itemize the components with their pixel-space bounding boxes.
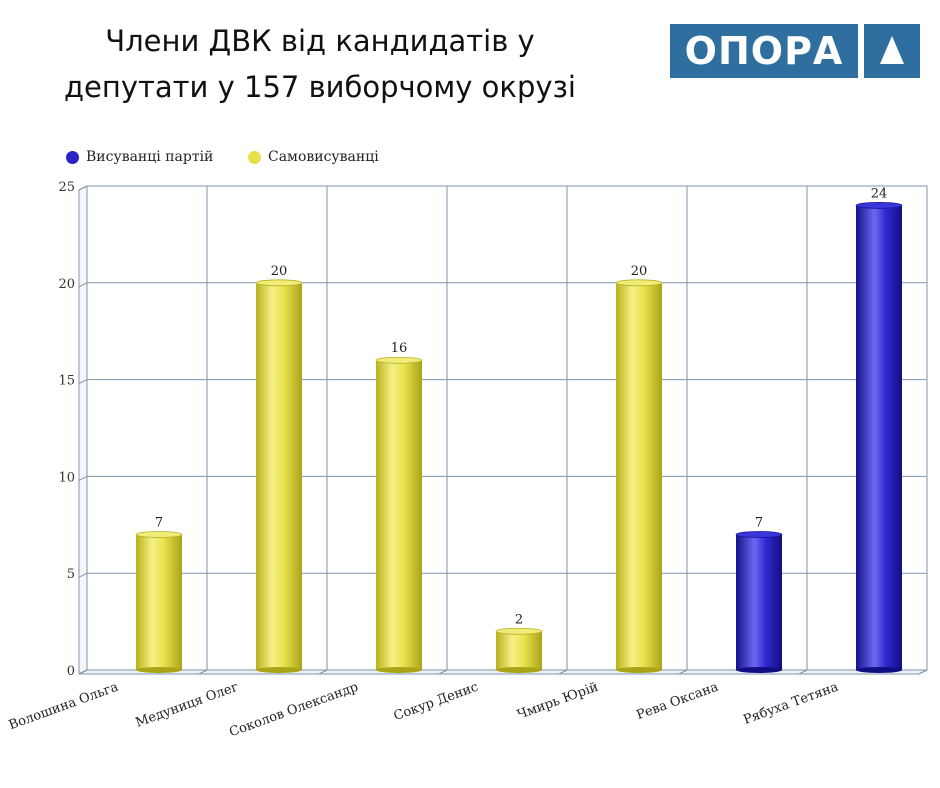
bar-base [256, 667, 302, 673]
bar-cap [255, 279, 303, 287]
opora-logo: ОПОРА [670, 24, 920, 78]
bar-base [376, 667, 422, 673]
legend-dot-self [248, 151, 261, 164]
title-line-2: депутати у 157 виборчому окрузі [63, 70, 576, 104]
y-tick-label: 5 [67, 567, 75, 582]
triangle-icon [880, 36, 904, 64]
x-tick-label: Рябуха Тетяна [741, 680, 840, 728]
bar-body [496, 631, 542, 670]
x-tick-label: Рева Оксана [635, 680, 721, 724]
logo-triangle-box [864, 24, 920, 78]
bar [255, 279, 303, 673]
x-tick-label: Чмирь Юрій [515, 680, 600, 723]
y-tick-label: 15 [58, 374, 75, 389]
plot-left-wall [78, 185, 88, 675]
bar-body [856, 205, 902, 671]
y-tick-label: 10 [58, 470, 75, 485]
bar-body [256, 282, 302, 670]
data-label: 2 [515, 612, 523, 627]
x-tick-label: Сокур Денис [392, 680, 481, 724]
x-tick-label: Волошина Ольга [7, 680, 121, 734]
legend-label-party: Висуванці партій [86, 149, 214, 165]
bar-body [136, 534, 182, 670]
data-label: 16 [391, 341, 408, 356]
bar-cap [735, 531, 783, 538]
data-label: 7 [755, 515, 763, 530]
data-label: 7 [155, 515, 163, 530]
x-gridline-edge [918, 669, 928, 675]
legend-label-self: Самовисуванці [268, 149, 379, 165]
legend-dot-party [66, 151, 79, 164]
bar-body [616, 282, 662, 670]
x-gridline-edge [798, 669, 808, 675]
chart-title: Члени ДВК від кандидатів у депутати у 15… [40, 18, 600, 110]
bar-cap [495, 627, 543, 635]
x-gridline-edge [198, 669, 208, 675]
bar [375, 356, 423, 673]
bar [615, 279, 663, 673]
y-tick-label: 0 [67, 664, 75, 679]
x-tick-label: Соколов Олександр [227, 680, 360, 741]
title-line-1: Члени ДВК від кандидатів у [105, 24, 535, 58]
bar-body [376, 360, 422, 670]
bar-base [856, 667, 902, 673]
data-label: 24 [871, 186, 888, 201]
y-gridline-edge [78, 379, 88, 385]
bar-base [616, 667, 662, 673]
y-tick-label: 25 [58, 180, 75, 195]
bar-cap [135, 531, 183, 538]
bar-base [736, 667, 782, 673]
x-gridline-edge [558, 669, 568, 675]
bar-base [136, 667, 182, 673]
y-gridline-edge [78, 572, 88, 578]
bar [135, 531, 183, 673]
data-label: 20 [271, 264, 288, 279]
x-gridline-edge [438, 669, 448, 675]
y-gridline-edge [78, 282, 88, 288]
bar-body [736, 534, 782, 670]
bar [495, 627, 543, 673]
bar-cap [855, 201, 903, 209]
bar [735, 531, 783, 673]
x-gridline-edge [318, 669, 328, 675]
y-gridline-edge [78, 475, 88, 481]
logo-text-box: ОПОРА [670, 24, 858, 78]
bar [855, 201, 903, 673]
bar-cap [615, 279, 663, 287]
x-gridline-edge [78, 669, 88, 675]
bar-base [496, 667, 542, 673]
bar-cap [375, 356, 423, 364]
x-tick-label: Медуниця Олег [134, 680, 241, 731]
data-label: 20 [631, 264, 648, 279]
y-tick-label: 20 [58, 277, 75, 292]
logo-text: ОПОРА [684, 29, 844, 73]
y-gridline-edge [78, 185, 88, 191]
x-gridline-edge [678, 669, 688, 675]
